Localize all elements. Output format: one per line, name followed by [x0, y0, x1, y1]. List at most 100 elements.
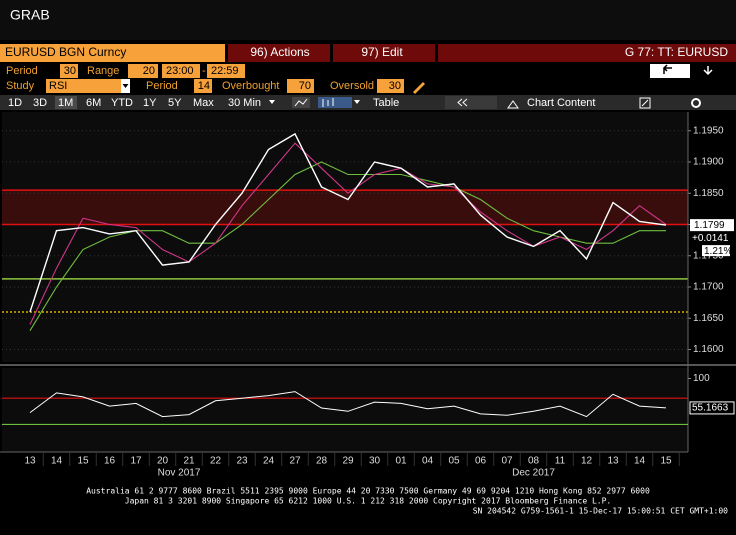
- command-bar[interactable]: [438, 44, 736, 62]
- interval[interactable]: 30 Min: [228, 97, 261, 109]
- y-tick-label: 1.1850: [693, 188, 724, 199]
- x-tick-label: 06: [475, 456, 487, 467]
- collapse-button[interactable]: [445, 96, 497, 109]
- x-tick-label: 24: [263, 456, 275, 467]
- collapse-icon: [457, 98, 468, 107]
- title-bar: [0, 0, 736, 40]
- x-tick-label: 30: [369, 456, 381, 467]
- change: +0.0141: [692, 233, 729, 244]
- actions-label: 96) Actions: [250, 45, 309, 59]
- end-field[interactable]: [207, 64, 245, 78]
- overbought: 70: [299, 80, 311, 92]
- range-label: Range: [87, 65, 119, 77]
- candle-icon: [322, 98, 334, 107]
- y-tick-label: 100: [693, 373, 710, 384]
- edit-label: 97) Edit: [361, 45, 403, 59]
- x-tick-label: 01: [395, 456, 407, 467]
- overbought-field[interactable]: [287, 79, 314, 93]
- pencil-icon[interactable]: [413, 82, 425, 94]
- study-name: RSI: [49, 80, 67, 92]
- period-button[interactable]: 1M: [58, 97, 73, 109]
- x-tick-label: 23: [236, 456, 248, 467]
- x-tick-label: 15: [77, 456, 89, 467]
- rsi-tag: [689, 401, 735, 415]
- period-label: Period: [6, 65, 38, 77]
- study-period-label: Period: [146, 80, 178, 92]
- change-pct-tag: [702, 245, 730, 257]
- period-button[interactable]: YTD: [111, 97, 133, 109]
- x-tick-label: 22: [210, 456, 222, 467]
- x-tick-label: 21: [183, 456, 195, 467]
- y-tick-label: 1.1650: [693, 313, 724, 324]
- rsi-value: 55.1663: [692, 403, 729, 414]
- period-field[interactable]: [60, 64, 78, 78]
- ticker: EURUSD BGN Curncy: [5, 45, 126, 59]
- table-button[interactable]: Table: [373, 97, 399, 109]
- oversold-field[interactable]: [377, 79, 404, 93]
- period-button[interactable]: 6M: [86, 97, 101, 109]
- range-value: 20: [143, 65, 155, 77]
- resistance-band: [2, 190, 688, 225]
- settings-icon[interactable]: [691, 98, 701, 108]
- x-tick-label: 11: [555, 456, 566, 467]
- change-pct: 1.21%: [704, 246, 732, 257]
- oversold-label: Oversold: [330, 80, 374, 92]
- x-tick-label: 13: [24, 456, 36, 467]
- y-tick-label: 1.1600: [693, 344, 724, 355]
- x-tick-label: 15: [660, 456, 672, 467]
- dropdown-arrow: [122, 84, 129, 88]
- last-price: 1.1799: [694, 220, 725, 231]
- actions-button[interactable]: [228, 44, 330, 62]
- end-time: 22:59: [211, 65, 239, 77]
- toolbar: [0, 95, 736, 110]
- range-separator: -: [202, 65, 206, 77]
- x-tick-label: 13: [607, 456, 619, 467]
- study-label: Study: [6, 80, 35, 92]
- overbought-label: Overbought: [222, 80, 279, 92]
- moving-average: [29, 142, 667, 325]
- study-field[interactable]: [46, 79, 130, 93]
- ticker-field[interactable]: [0, 44, 225, 62]
- chart-content-icon: [507, 100, 519, 109]
- window-title: GRAB: [10, 7, 50, 23]
- edit-button[interactable]: [333, 44, 435, 62]
- month-label: Nov 2017: [158, 468, 201, 479]
- x-tick-label: 04: [422, 456, 434, 467]
- down-icon[interactable]: [703, 66, 713, 76]
- x-tick-label: 27: [289, 456, 301, 467]
- chart-content-button[interactable]: Chart Content: [527, 97, 595, 109]
- period-button[interactable]: 1Y: [143, 97, 157, 109]
- price-panel: [2, 112, 688, 362]
- interval-arrow: [269, 100, 275, 104]
- month-label: Dec 2017: [512, 468, 555, 479]
- study-period: 14: [198, 80, 210, 92]
- x-tick-label: 14: [634, 456, 646, 467]
- candle-arrow: [354, 100, 360, 104]
- x-tick-label: 16: [104, 456, 116, 467]
- period-button[interactable]: 5Y: [168, 97, 182, 109]
- x-tick-label: 20: [157, 456, 169, 467]
- period-button[interactable]: 3D: [33, 97, 47, 109]
- study-period-field[interactable]: [194, 79, 212, 93]
- back-button[interactable]: [650, 64, 690, 78]
- x-tick-label: 17: [130, 456, 142, 467]
- rsi-line: [29, 391, 667, 418]
- last-price-tag: [690, 219, 734, 232]
- rsi-panel: [2, 368, 688, 452]
- price-line: [29, 132, 667, 313]
- start-field[interactable]: [162, 64, 200, 78]
- y-tick-label: 1.1950: [693, 125, 724, 136]
- selected-period: [55, 96, 77, 109]
- x-tick-label: 07: [501, 456, 513, 467]
- range-field[interactable]: [128, 64, 158, 78]
- period-button[interactable]: 1D: [8, 97, 22, 109]
- edit-icon[interactable]: [639, 97, 651, 109]
- candle-tool[interactable]: [318, 97, 352, 108]
- x-tick-label: 08: [528, 456, 540, 467]
- period-button[interactable]: Max: [193, 97, 214, 109]
- y-tick-label: 1.1900: [693, 157, 724, 168]
- command: G 77: TT: EURUSD: [625, 45, 728, 59]
- oversold: 30: [389, 80, 401, 92]
- footer-line: SN 204542 G759-1561-1 15-Dec-17 15:00:51…: [473, 507, 728, 516]
